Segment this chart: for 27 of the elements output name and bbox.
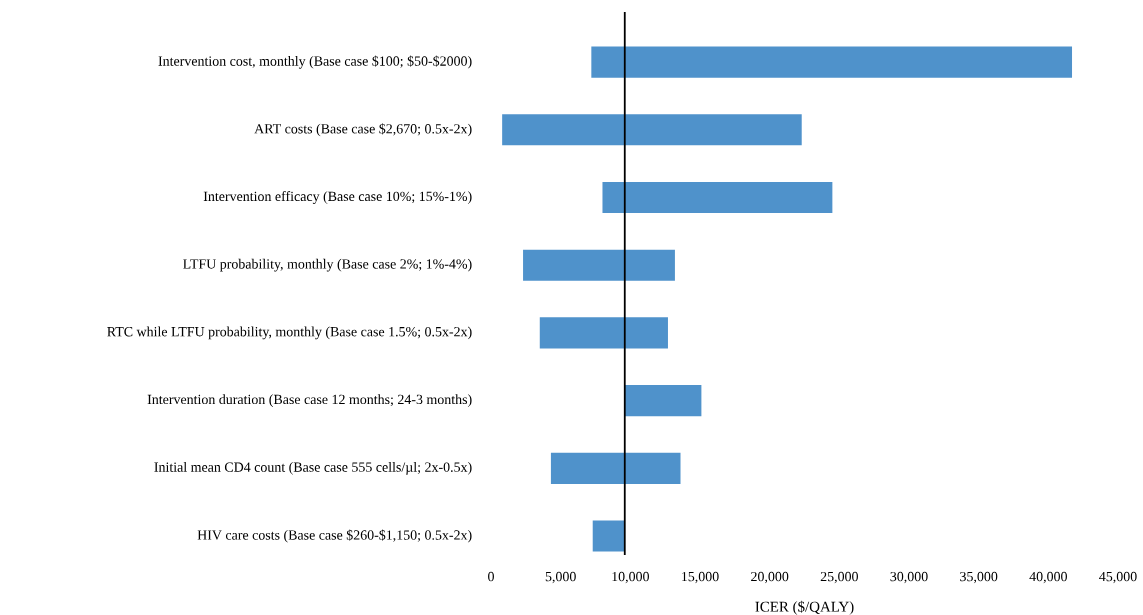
bar xyxy=(624,385,702,417)
y-tick-label: Intervention efficacy (Base case 10%; 15%-1%) xyxy=(203,191,472,204)
x-tick-label: 45,000 xyxy=(1099,571,1137,584)
bar xyxy=(539,317,668,349)
x-axis-title: ICER ($/QALY) xyxy=(755,600,854,615)
y-tick-label: Initial mean CD4 count (Base case 555 cells/µl; 2x-0.5x) xyxy=(154,461,472,475)
y-tick-label: HIV care costs (Base case $260-$1,150; 0.5x-2x) xyxy=(197,529,472,543)
x-tick-label: 25,000 xyxy=(820,571,858,584)
bar xyxy=(502,114,802,146)
x-tick-label: 35,000 xyxy=(960,571,998,584)
y-tick-label: LTFU probability, monthly (Base case 2%; 1%-4%) xyxy=(183,258,472,272)
bar xyxy=(591,46,1073,78)
x-tick-label: 5,000 xyxy=(545,571,576,584)
bar xyxy=(592,520,625,552)
x-tick-label: 20,000 xyxy=(751,571,789,584)
y-tick-label: RTC while LTFU probability, monthly (Base case 1.5%; 0.5x-2x) xyxy=(107,326,472,340)
y-tick-label: ART costs (Base case $2,670; 0.5x-2x) xyxy=(254,123,472,137)
x-tick-label: 40,000 xyxy=(1029,571,1067,584)
bar xyxy=(523,249,675,281)
x-tick-label: 0 xyxy=(488,571,494,582)
bar xyxy=(602,181,833,214)
x-tick-label: 30,000 xyxy=(890,571,928,584)
x-tick-label: 10,000 xyxy=(612,571,649,584)
y-tick-label: Intervention duration (Base case 12 months; 24-3 months) xyxy=(147,394,472,407)
y-tick-label: Intervention cost, monthly (Base case $100; $50-$2000) xyxy=(158,55,472,69)
bar xyxy=(550,452,681,484)
x-tick-label: 15,000 xyxy=(682,571,719,584)
